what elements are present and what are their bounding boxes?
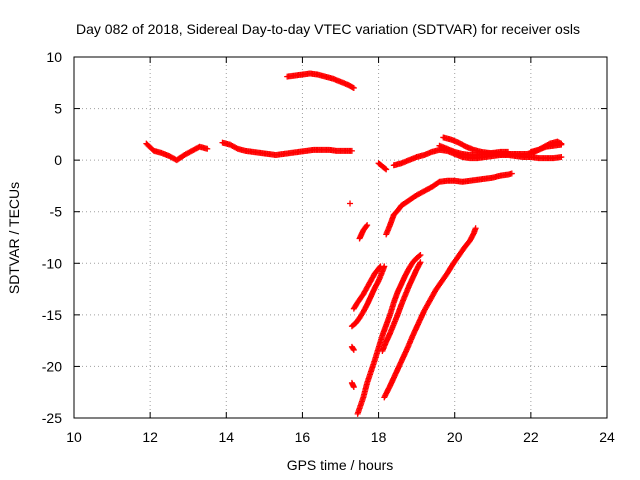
x-tick-label: 10 [66,429,82,445]
data-point [348,147,355,154]
data-point [363,223,370,230]
data-point [376,264,383,271]
x-tick-label: 18 [371,429,387,445]
data-point [558,154,565,161]
y-tick-label: 5 [54,101,62,117]
data-point [417,252,424,259]
data-point [347,200,354,207]
x-tick-label: 16 [295,429,311,445]
data-point [377,263,384,270]
plot-frame [73,56,608,419]
y-tick-label: -15 [42,307,62,323]
x-tick-label: 20 [447,429,463,445]
y-tick-label: -10 [42,255,62,271]
data-point [350,384,357,391]
data-markers [143,70,565,417]
y-tick-label: -25 [42,410,62,426]
data-point [364,222,371,229]
data-point [505,148,512,155]
data-point [383,166,390,173]
y-tick-label: 10 [46,49,62,65]
data-point [382,165,389,172]
x-axis-label: GPS time / hours [287,457,394,473]
y-tick-label: -5 [50,204,63,220]
x-tick-label: 14 [218,429,234,445]
data-point [204,145,211,152]
x-tick-label: 22 [523,429,539,445]
data-point [472,225,479,232]
data-point [350,84,357,91]
y-axis-label: SDTVAR / TECUs [6,182,22,294]
grid [74,57,607,418]
chart-title: Day 082 of 2018, Sidereal Day-to-day VTE… [76,21,580,37]
data-point [416,252,423,259]
axis-ticks: 10 12 14 16 18 20 22 24 10 5 0 -5 -10 -15 -20 -25 [42,49,615,445]
y-tick-label: 0 [54,152,62,168]
data-point [558,141,565,148]
data-point [350,346,357,353]
x-tick-label: 12 [142,429,158,445]
data-point [508,170,515,177]
data-point [417,259,424,266]
x-tick-label: 24 [599,429,615,445]
y-tick-label: -20 [42,358,62,374]
